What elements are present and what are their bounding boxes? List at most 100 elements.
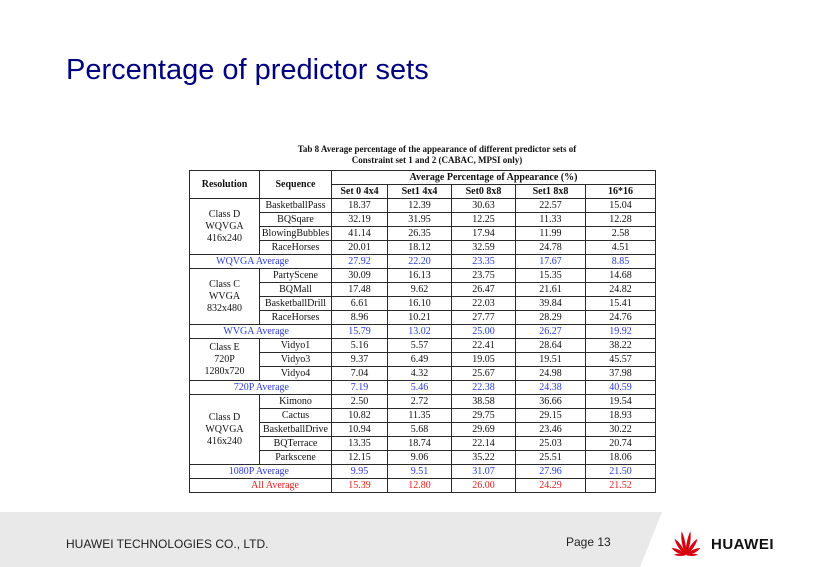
value-cell: 30.09	[331, 268, 388, 283]
sequence-cell: RaceHorses	[259, 310, 332, 325]
sequence-cell: Vidyo3	[259, 352, 332, 367]
resolution-line: Class D	[208, 208, 241, 220]
value-cell: 16.10	[387, 296, 452, 311]
average-row: WVGA Average 15.79 13.02 25.00 26.27 19.92	[189, 324, 656, 339]
value-cell: 23.75	[451, 268, 516, 283]
value-cell: 11.33	[515, 212, 586, 227]
all-average-row: All Average 15.39 12.80 26.00 24.29 21.52	[189, 478, 656, 493]
value-cell: 2.72	[387, 394, 452, 409]
average-value-cell: 17.67	[515, 254, 586, 269]
value-cell: 26.35	[387, 226, 452, 241]
value-cell: 6.49	[387, 352, 452, 367]
sequence-cell: BasketballPass	[259, 198, 332, 213]
table-row: Class C WVGA 832x480 PartyScene 30.09 16.13 23…	[189, 268, 656, 325]
value-cell: 41.14	[331, 226, 388, 241]
average-label: WQVGA Average	[189, 254, 332, 269]
sequence-cell: Cactus	[259, 408, 332, 423]
value-cell: 4.51	[585, 240, 656, 255]
table-row: BQTerrace 13.35 18.74 22.14 25.03 20.74	[190, 436, 656, 451]
sequence-cell: BasketballDrive	[259, 422, 332, 437]
table-caption: Tab 8 Average percentage of the appearan…	[187, 141, 657, 170]
value-cell: 29.15	[515, 408, 586, 423]
table-row: BasketballDrill 6.61 16.10 22.03 39.84 15.41	[190, 296, 656, 311]
value-cell: 18.12	[387, 240, 452, 255]
sequence-cell: BQTerrace	[259, 436, 332, 451]
resolution-line: WQVGA	[205, 220, 244, 232]
value-cell: 11.99	[515, 226, 586, 241]
average-value-cell: 7.19	[331, 380, 388, 395]
value-cell: 10.82	[331, 408, 388, 423]
value-cell: 9.06	[387, 450, 452, 465]
header-set1-4x4: Set1 4x4	[387, 184, 452, 199]
value-cell: 25.03	[515, 436, 586, 451]
average-label: 720P Average	[189, 380, 332, 395]
value-cell: 24.76	[585, 310, 656, 325]
value-cell: 12.25	[451, 212, 516, 227]
value-cell: 9.62	[387, 282, 452, 297]
resolution-cell: Class E 720P 1280x720	[189, 338, 260, 381]
average-value-cell: 13.02	[387, 324, 452, 339]
value-cell: 10.94	[331, 422, 388, 437]
value-cell: 23.46	[515, 422, 586, 437]
value-cell: 24.78	[515, 240, 586, 255]
resolution-line: 416x240	[207, 232, 242, 244]
value-cell: 29.75	[451, 408, 516, 423]
value-cell: 38.22	[585, 338, 656, 353]
value-cell: 14.68	[585, 268, 656, 283]
sequence-cell: BlowingBubbles	[259, 226, 332, 241]
header-set0-8x8: Set0 8x8	[451, 184, 516, 199]
sequence-cell: BQSqare	[259, 212, 332, 227]
all-average-value-cell: 24.29	[515, 478, 586, 493]
average-value-cell: 40.59	[585, 380, 656, 395]
value-cell: 2.50	[331, 394, 388, 409]
header-resolution: Resolution	[189, 170, 260, 199]
average-value-cell: 22.20	[387, 254, 452, 269]
huawei-wordmark: HUAWEI	[711, 536, 774, 553]
value-cell: 31.95	[387, 212, 452, 227]
value-cell: 30.63	[451, 198, 516, 213]
average-value-cell: 8.85	[585, 254, 656, 269]
value-cell: 7.04	[331, 366, 388, 381]
average-row: WQVGA Average 27.92 22.20 23.35 17.67 8.85	[189, 254, 656, 269]
value-cell: 18.74	[387, 436, 452, 451]
all-average-value-cell: 12.80	[387, 478, 452, 493]
average-value-cell: 24.38	[515, 380, 586, 395]
header-sequence: Sequence	[259, 170, 332, 199]
value-cell: 18.06	[585, 450, 656, 465]
table-row: Class D WQVGA 416x240 BasketballPass 18.37 12…	[189, 198, 656, 255]
value-cell: 21.61	[515, 282, 586, 297]
average-value-cell: 5.46	[387, 380, 452, 395]
resolution-line: 1280x720	[204, 365, 245, 377]
value-cell: 17.48	[331, 282, 388, 297]
value-cell: 38.58	[451, 394, 516, 409]
average-value-cell: 21.50	[585, 464, 656, 479]
average-value-cell: 27.92	[331, 254, 388, 269]
average-value-cell: 25.00	[451, 324, 516, 339]
table-row: BlowingBubbles 41.14 26.35 17.94 11.99 2.58	[190, 226, 656, 241]
sequence-cell: BQMall	[259, 282, 332, 297]
table-row: Parkscene 12.15 9.06 35.22 25.51 18.06	[190, 450, 656, 465]
footer-company: HUAWEI TECHNOLOGIES CO., LTD.	[66, 537, 269, 551]
value-cell: 39.84	[515, 296, 586, 311]
value-cell: 22.57	[515, 198, 586, 213]
value-cell: 32.59	[451, 240, 516, 255]
average-row: 720P Average 7.19 5.46 22.38 24.38 40.59	[189, 380, 656, 395]
value-cell: 24.82	[585, 282, 656, 297]
table-row: Vidyo4 7.04 4.32 25.67 24.98 37.98	[190, 366, 656, 381]
table-row: Class E 720P 1280x720 Vidyo1 5.16 5.57 22.41 28…	[189, 338, 656, 381]
value-cell: 16.13	[387, 268, 452, 283]
sequence-cell: Vidyo1	[259, 338, 332, 353]
resolution-line: 832x480	[207, 302, 242, 314]
value-cell: 5.57	[387, 338, 452, 353]
resolution-line: 416x240	[207, 435, 242, 447]
table-row: BasketballDrive 10.94 5.68 29.69 23.46 30.22	[190, 422, 656, 437]
value-cell: 8.96	[331, 310, 388, 325]
average-value-cell: 22.38	[451, 380, 516, 395]
average-value-cell: 26.27	[515, 324, 586, 339]
average-value-cell: 9.51	[387, 464, 452, 479]
header-set1-8x8: Set1 8x8	[515, 184, 586, 199]
value-cell: 27.77	[451, 310, 516, 325]
value-cell: 32.19	[331, 212, 388, 227]
huawei-petal-icon	[671, 531, 701, 556]
table-figure: Tab 8 Average percentage of the appearan…	[187, 141, 657, 495]
